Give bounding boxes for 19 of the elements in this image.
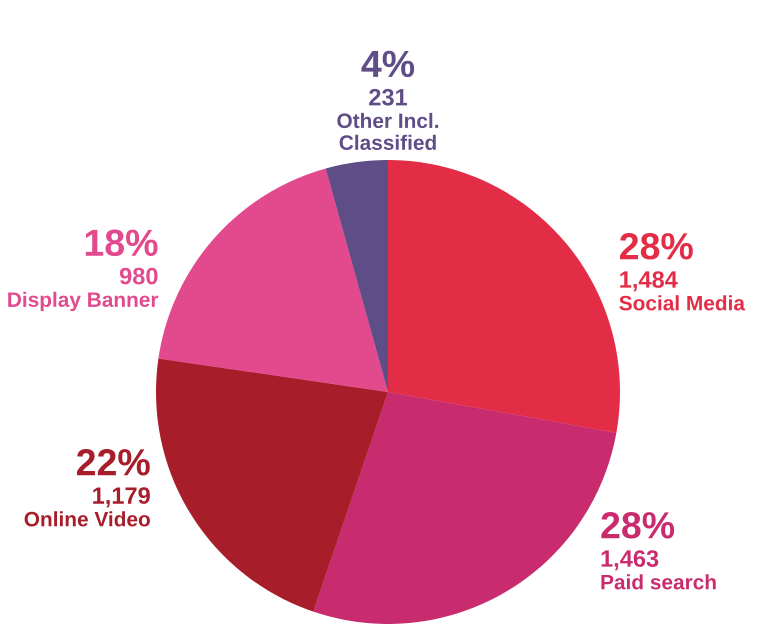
text: 28% bbox=[620, 233, 693, 260]
slice-label: Online Video bbox=[24, 511, 150, 527]
text: 22% bbox=[76, 449, 150, 476]
data-label: 1,484 bbox=[620, 271, 678, 292]
slice-label: Display Banner bbox=[8, 292, 158, 312]
pie-slice bbox=[326, 160, 388, 392]
text: 4% bbox=[361, 50, 414, 78]
pie-slice bbox=[156, 358, 388, 612]
data-label: 1,179 bbox=[93, 487, 150, 508]
text: 28% bbox=[601, 512, 674, 539]
slice-label: Other Incl. Classified bbox=[337, 112, 438, 150]
slice-label: Social Media bbox=[619, 295, 746, 310]
pie-slice bbox=[388, 160, 620, 433]
data-label: 231 bbox=[369, 88, 408, 106]
data-label: 1,463 bbox=[602, 550, 658, 570]
text: 18% bbox=[86, 230, 158, 256]
slice-label: Paid search bbox=[601, 574, 716, 590]
data-label: 980 bbox=[120, 268, 158, 284]
pie-slice bbox=[158, 168, 388, 392]
